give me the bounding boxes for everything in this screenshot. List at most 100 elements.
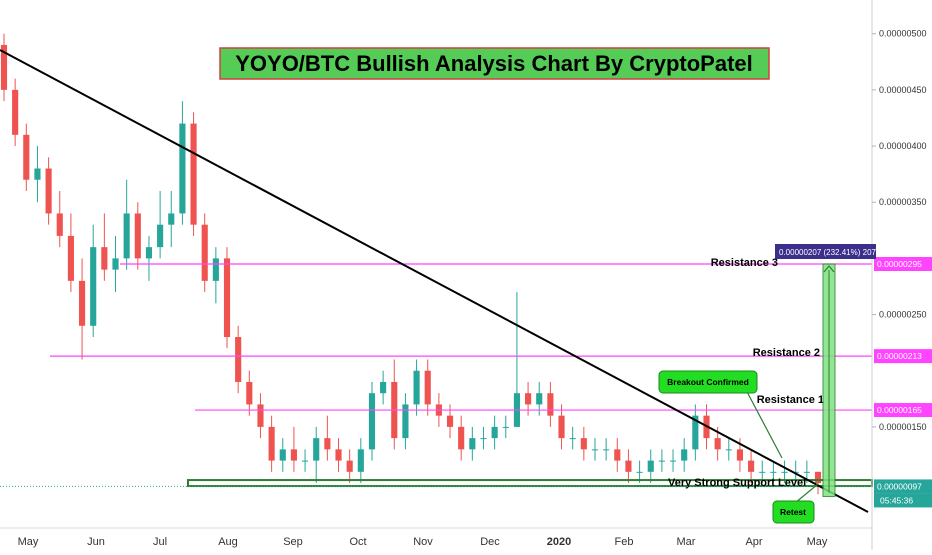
resistance-name: Resistance 2 [753, 347, 820, 359]
candle-body [112, 258, 119, 270]
candle-body [446, 415, 454, 427]
price-tag [874, 257, 932, 271]
candle-body [279, 449, 286, 461]
retest-callout-text: Retest [780, 507, 806, 517]
breakout-callout-box [658, 370, 758, 394]
x-tick-label: Dec [480, 536, 500, 548]
candle-body [792, 471, 799, 473]
price-tick-label: 0.00000500 [879, 29, 927, 39]
candle-body [346, 460, 353, 472]
candle-body [681, 449, 688, 461]
measure-label-bg [775, 244, 876, 259]
support-label: Very Strong Support Level [668, 477, 806, 489]
x-tick-label: Aug [218, 536, 238, 548]
candle-body [357, 449, 364, 472]
candle-body [368, 393, 376, 450]
retest-callout-box [772, 500, 815, 524]
measure-label: 0.00000207 (232.41%) 207 [779, 248, 877, 257]
countdown-tag-label: 05:45:36 [880, 495, 913, 505]
candle-body [803, 471, 810, 473]
candle-body [424, 370, 431, 405]
price-tag [874, 403, 932, 418]
price-tick-label: 0.00000350 [879, 197, 927, 207]
candle-body [569, 438, 576, 440]
price-tick-label: 0.00000400 [879, 141, 927, 151]
candle-body [90, 247, 97, 326]
x-tick-label: Jun [87, 536, 105, 548]
candle-body [413, 370, 420, 405]
y-axis: 0.00000500 0.00000450 0.00000400 0.00000350… [871, 0, 932, 550]
x-tick-label: Nov [413, 536, 433, 548]
x-tick-label: May [807, 536, 828, 548]
candle-body [814, 471, 822, 484]
candle-body [736, 449, 744, 461]
candle-body [324, 438, 331, 450]
countdown-tag [874, 493, 932, 508]
candle-body [647, 460, 654, 472]
candle-body [770, 471, 777, 473]
candle-body [45, 168, 52, 214]
candle-body [34, 168, 41, 180]
candle-body [212, 258, 219, 281]
candle-body [335, 449, 342, 461]
candle-body [101, 247, 108, 270]
candle-body [781, 471, 788, 473]
candle-body [78, 280, 86, 326]
title-box [219, 47, 770, 80]
price-tag-label: 0.00000213 [877, 351, 922, 361]
candle-body [591, 449, 599, 451]
candle-body [491, 426, 498, 439]
price-tick-label: 0.00000250 [879, 310, 927, 320]
candle-body [525, 393, 532, 405]
x-tick-label: Mar [677, 536, 696, 548]
price-tick-label: 0.00000450 [879, 85, 927, 95]
x-tick-label: Feb [615, 536, 634, 548]
chart-title: YOYO/BTC Bullish Analysis Chart By Crypt… [235, 51, 753, 76]
candle-body [458, 426, 465, 450]
candle-body [725, 449, 732, 451]
price-tag-label: 0.00000165 [877, 405, 922, 415]
candle-body [56, 213, 63, 236]
candle-body [0, 44, 8, 90]
candle-body [603, 449, 610, 451]
candle-body [235, 337, 242, 382]
candle-body [190, 123, 197, 225]
candle-body [636, 471, 643, 473]
candle-body [625, 460, 632, 472]
resistance-name: Resistance 1 [757, 394, 824, 406]
candle-body [658, 460, 665, 462]
candle-body [179, 123, 186, 214]
current-price-tag-label: 0.00000097 [877, 481, 922, 491]
candle-body [614, 449, 621, 461]
candle-body [547, 393, 554, 416]
candle-body [257, 404, 264, 427]
candle-body [157, 224, 164, 248]
retest-callout-pointer [794, 483, 819, 504]
x-tick-label: Sep [283, 536, 303, 548]
candle-body [268, 426, 275, 461]
breakout-callout-pointer [744, 387, 783, 459]
candles [0, 33, 822, 495]
candle-body [536, 393, 543, 405]
candle-body [380, 381, 387, 394]
x-tick-label: 2020 [547, 536, 571, 548]
candle-body [469, 438, 476, 450]
overlays: 0.00000207 (232.41%) 207 Breakout Confirm… [0, 47, 877, 524]
candle-body [23, 134, 30, 180]
candle-body [580, 438, 587, 450]
candle-body [558, 415, 565, 439]
trendline [0, 49, 869, 513]
candle-body [714, 438, 721, 450]
x-tick-label: Apr [745, 536, 762, 548]
candle-body [669, 460, 677, 462]
price-tick-label: 0.00000150 [879, 422, 927, 432]
breakout-callout-text: Breakout Confirmed [667, 377, 749, 387]
x-tick-label: Jul [153, 536, 167, 548]
candle-body [223, 258, 231, 338]
candle-body [480, 438, 487, 440]
candle-body [201, 224, 208, 281]
x-axis: May Jun Jul Aug Sep Oct Nov Dec 2020 Feb Mar Apr May [0, 527, 872, 548]
measure-arrow-head [823, 265, 835, 273]
